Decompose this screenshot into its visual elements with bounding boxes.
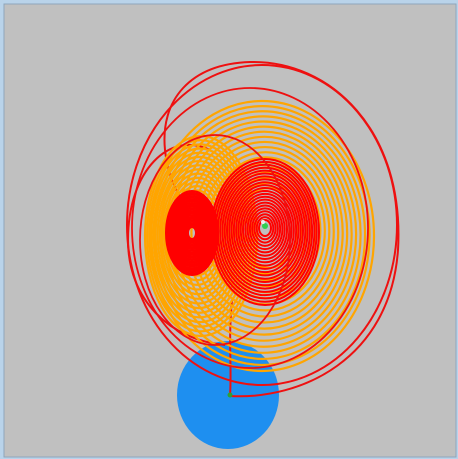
white-marker xyxy=(261,220,265,224)
viewport xyxy=(0,0,458,459)
green-marker xyxy=(228,393,233,398)
page: (() => { const NS = 'http://www.w3.org/2… xyxy=(0,0,458,459)
